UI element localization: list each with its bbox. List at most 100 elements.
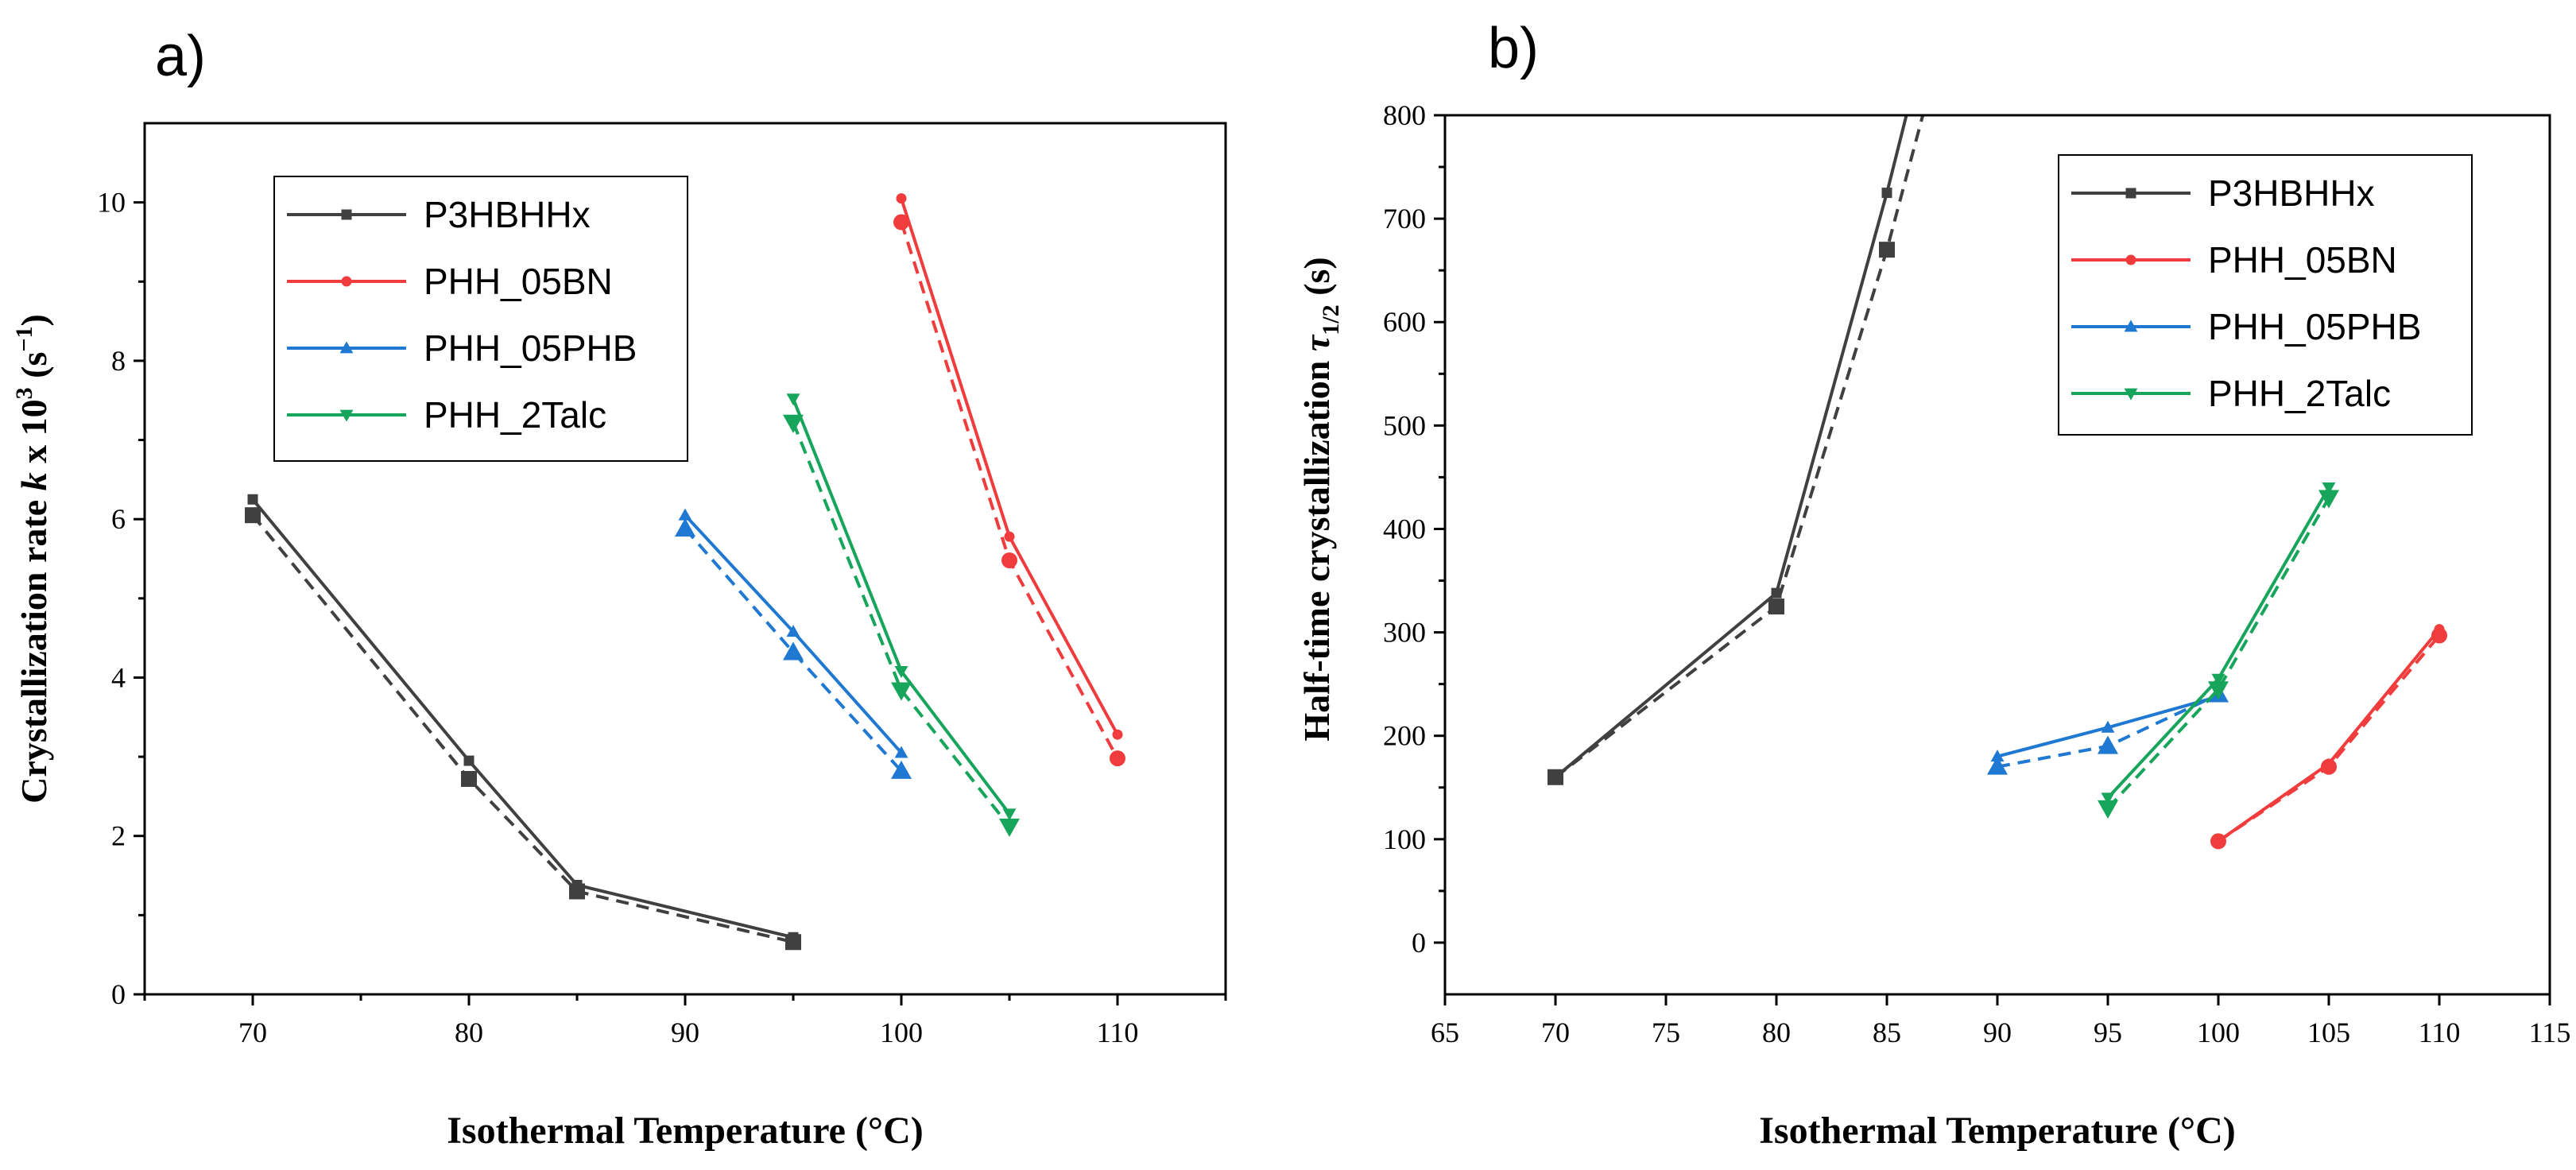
- x-tick-label-a: 100: [880, 1017, 923, 1048]
- series-a-0-solid-line: [251, 498, 794, 939]
- legend-label-b-3: PHH_2Talc: [2208, 373, 2391, 414]
- series-a-0-dashed-point: [461, 770, 477, 787]
- legend-label-a-1: PHH_05BN: [424, 261, 613, 302]
- y-tick-label-a: 6: [111, 503, 126, 535]
- plot-area-b: [1548, 115, 2447, 850]
- series-b-3-solid-point: [2101, 792, 2115, 805]
- series-b-3-solid-point: [2211, 673, 2225, 686]
- y-tick-label-a: 4: [111, 661, 126, 693]
- series-a-2-dashed-point: [675, 517, 695, 537]
- series-b-0-dashed-point: [1768, 599, 1784, 615]
- y-axis-title-b-prefix: Half-time crystallization: [1296, 351, 1337, 742]
- series-b-0-solid-line: [1554, 115, 1908, 779]
- x-axis-title-b: Isothermal Temperature (°C): [1759, 1110, 2236, 1152]
- series-b-1-solid-line: [2217, 628, 2441, 843]
- x-tick-label-b: 75: [1652, 1017, 1680, 1048]
- series-a-3-dashed-point: [783, 414, 804, 433]
- series-b-2-dashed-point: [2098, 735, 2118, 754]
- x-tick-label-b: 115: [2529, 1017, 2571, 1048]
- x-tick-label-b: 105: [2307, 1017, 2350, 1048]
- y-axis-title-a-sup: 3: [11, 387, 37, 399]
- series-a-1-solid-line: [900, 198, 1119, 736]
- panel-b: b) 65 70 75 80 85 90 95 100 105 110 115 0 100 200 300 4…: [1296, 17, 2570, 1152]
- y-tick-label-b: 700: [1383, 203, 1426, 234]
- series-a-2-solid-point: [786, 625, 800, 637]
- series-b-3-solid-line: [2106, 486, 2330, 800]
- series-b-0-solid-point: [1881, 188, 1892, 199]
- y-axis-title-b-unit: (s): [1296, 257, 1337, 304]
- y-axis-title-a-prefix: Crystallization rate: [14, 490, 54, 803]
- series-a-1-dashed-point: [893, 214, 909, 231]
- series-a-0-solid-point: [788, 932, 799, 943]
- legend-label-a-0: P3HBHHx: [424, 194, 591, 235]
- legend-b: P3HBHHx PHH_05BN PHH_05PHB PHH_2Talc: [2058, 154, 2473, 436]
- legend-marker-b-2: [2124, 320, 2138, 332]
- legend-marker-b-3: [2124, 388, 2138, 401]
- series-a-0-dashed-line: [251, 513, 794, 944]
- series-a-0-solid-point: [463, 755, 475, 766]
- legend-marker-b-0: [2125, 188, 2136, 199]
- legend-marker-a-2: [339, 341, 354, 354]
- series-b-0-solid-point: [1550, 772, 1561, 783]
- series-a-2-dashed-line: [684, 527, 903, 773]
- y-tick-label-b: 0: [1412, 927, 1426, 959]
- legend-label-a-3: PHH_2Talc: [424, 394, 606, 436]
- x-tick-label-a: 80: [455, 1017, 483, 1048]
- plot-area-a: [245, 193, 1125, 951]
- y-tick-label-a: 2: [111, 820, 126, 852]
- series-a-2-dashed-point: [783, 641, 804, 661]
- x-tick-label-b: 110: [2419, 1017, 2461, 1048]
- y-axis-title-a-unit-open: (s: [14, 352, 54, 388]
- series-a-2-solid-point: [894, 746, 908, 758]
- series-b-0-solid-point: [1771, 587, 1782, 599]
- y-axis-title-a-var: k: [14, 472, 54, 490]
- y-tick-label-b: 100: [1383, 823, 1426, 855]
- axes-b: 65 70 75 80 85 90 95 100 105 110 115 0 100 200 300 400 5…: [1383, 99, 2570, 1048]
- series-a-1-solid-point: [1004, 531, 1015, 542]
- legend-marker-a-1: [341, 276, 352, 287]
- series-b-1-solid-point: [2323, 758, 2334, 769]
- series-a-3-solid-point: [1002, 808, 1017, 821]
- x-tick-label-a: 70: [238, 1017, 267, 1048]
- series-a-3-dashed-line: [792, 421, 1011, 828]
- series-b-2-solid-point: [1990, 750, 2005, 762]
- y-tick-label-b: 800: [1383, 99, 1426, 131]
- y-tick-label-b: 300: [1383, 617, 1426, 649]
- x-axis-title-a: Isothermal Temperature (°C): [447, 1110, 924, 1152]
- series-b-1-solid-point: [2213, 835, 2224, 847]
- y-tick-label-b: 400: [1383, 513, 1426, 544]
- x-tick-label-b: 85: [1873, 1017, 1901, 1048]
- y-axis-title-a-unit-sup: −1: [11, 327, 37, 352]
- y-tick-label-a: 10: [97, 187, 126, 219]
- y-tick-label-b: 500: [1383, 409, 1426, 441]
- x-tick-label-a: 110: [1097, 1017, 1139, 1048]
- legend-box-b: [2058, 154, 2473, 436]
- panel-label-a: a): [155, 25, 206, 88]
- legend-label-b-1: PHH_05BN: [2208, 239, 2397, 281]
- series-b-3-dashed-point: [2098, 800, 2118, 819]
- y-tick-label-a: 8: [111, 345, 126, 377]
- series-b-0-dashed-point: [1879, 242, 1895, 258]
- series-a-2-dashed-point: [891, 760, 912, 779]
- panel-a: a) 70 80 90 100 110 0 2 4 6 8 10 Isothermal Temper…: [11, 25, 1227, 1152]
- legend-label-a-2: PHH_05PHB: [424, 327, 637, 369]
- series-b-0-dashed-line: [1554, 115, 1925, 779]
- x-tick-label-b: 70: [1541, 1017, 1570, 1048]
- series-b-3-solid-point: [2322, 482, 2336, 495]
- series-a-3-dashed-point: [999, 818, 1020, 837]
- series-a-0-dashed-point: [245, 507, 261, 524]
- legend-marker-b-1: [2125, 254, 2136, 265]
- legend-a: P3HBHHx PHH_05BN PHH_05PHB PHH_2Talc: [273, 176, 688, 462]
- x-tick-label-b: 95: [2094, 1017, 2122, 1048]
- series-a-1-solid-point: [896, 193, 907, 204]
- series-a-3-solid-point: [786, 393, 800, 406]
- series-a-0-solid-point: [247, 494, 258, 505]
- y-axis-title-a-mid: x 10: [14, 399, 54, 472]
- series-b-1-solid-point: [2434, 624, 2445, 635]
- x-tick-label-a: 90: [671, 1017, 699, 1048]
- series-a-0-solid-point: [571, 880, 583, 891]
- x-tick-label-b: 100: [2197, 1017, 2240, 1048]
- series-a-3-dashed-point: [891, 682, 912, 701]
- x-tick-label-b: 80: [1762, 1017, 1791, 1048]
